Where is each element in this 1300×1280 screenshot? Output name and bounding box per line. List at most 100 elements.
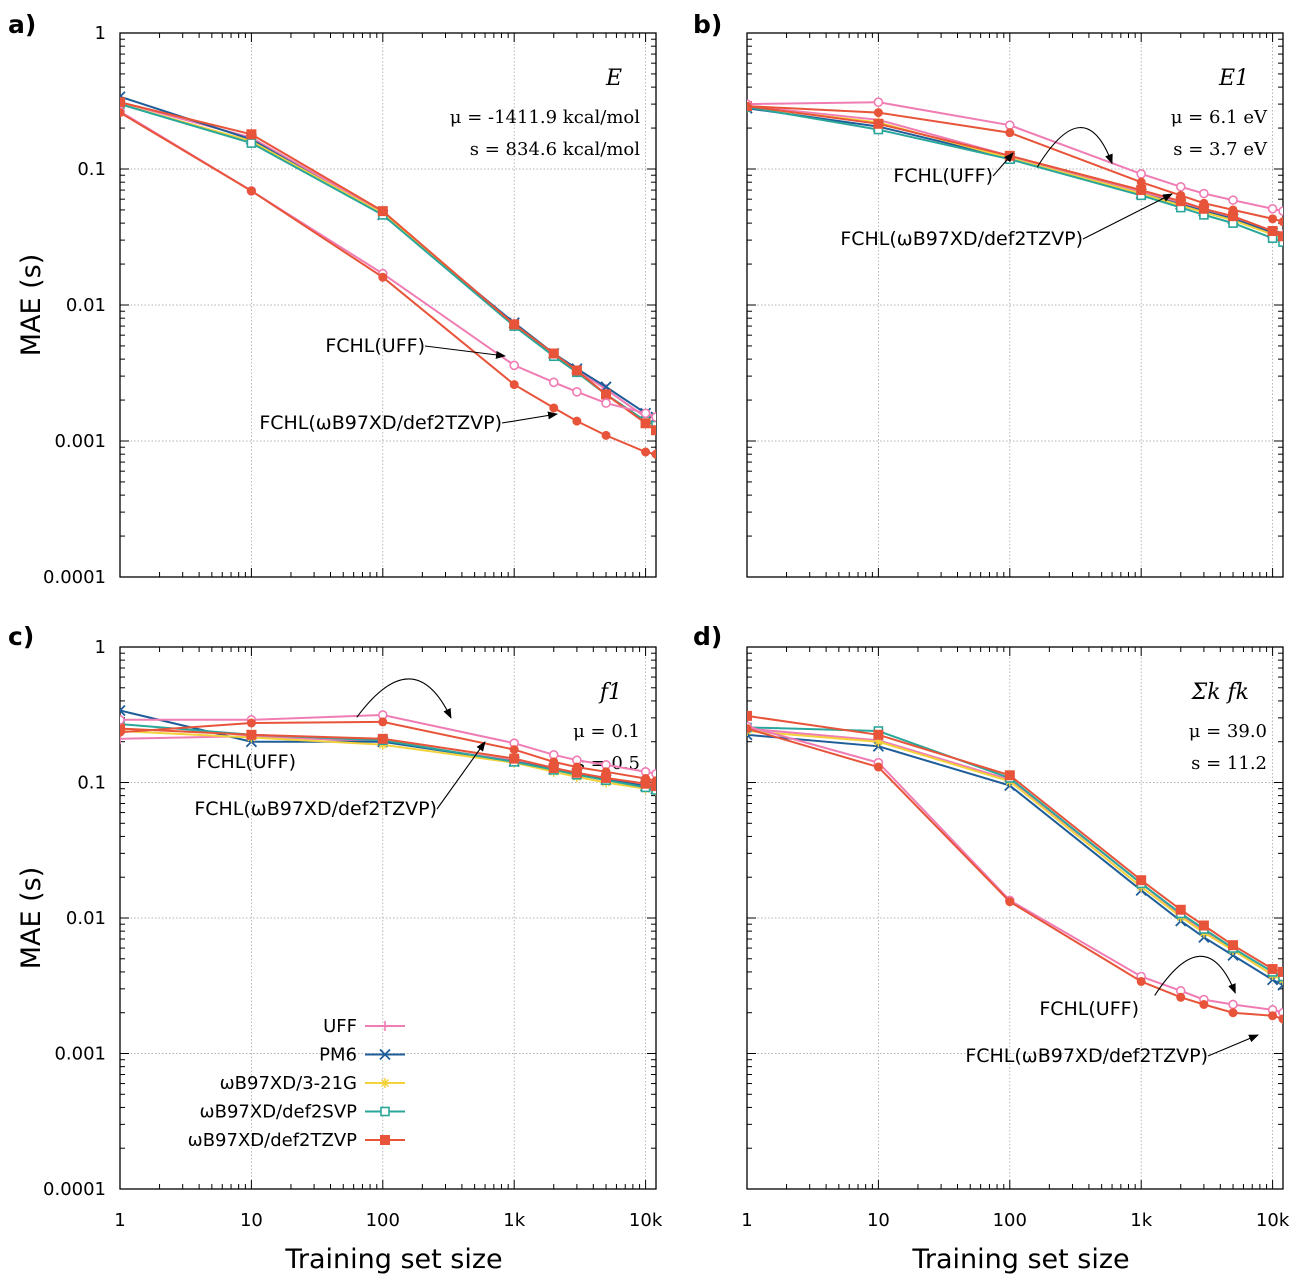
y-tick-label: 0.0001	[43, 567, 106, 588]
curved-arrow	[1036, 127, 1113, 168]
data-point	[651, 776, 656, 786]
data-point	[1228, 1008, 1238, 1018]
x-tick-label: 100	[993, 1210, 1027, 1231]
y-tick-label: 0.001	[54, 431, 106, 452]
mu-label: μ = 39.0	[1189, 721, 1267, 742]
data-point	[1175, 904, 1186, 915]
legend-marker	[380, 1021, 390, 1031]
quantity-label: E	[605, 66, 622, 91]
data-point	[1136, 185, 1147, 196]
data-point	[1176, 190, 1186, 200]
legend-label: UFF	[323, 1016, 357, 1037]
data-point	[1278, 217, 1283, 227]
y-tick-label: 0.0001	[43, 1179, 106, 1200]
panel-3: 0.0001 0.001 0.01 0.1 1 1 10 100 1k 10k Training s…	[8, 622, 663, 1275]
label-arrow	[992, 152, 1014, 177]
data-point	[640, 418, 651, 429]
curved-arrow	[1154, 955, 1236, 996]
data-point	[1136, 875, 1147, 886]
data-point	[651, 768, 656, 779]
data-point	[873, 729, 884, 740]
y-tick-label: 0.1	[77, 773, 106, 794]
data-point	[377, 206, 388, 217]
data-point	[1136, 976, 1146, 986]
data-point	[641, 447, 651, 457]
s-label: s = 3.7 eV	[1173, 139, 1268, 160]
mu-label: μ = 0.1	[573, 721, 640, 742]
data-point	[1199, 999, 1209, 1009]
data-point	[571, 365, 582, 376]
series-label: FCHL(ωB97XD/def2TZVP)	[840, 228, 1083, 250]
data-point	[1004, 770, 1015, 781]
legend: UFF PM6 ωB97XD/3-21G ωB97XD/def2SVP ωB97XD/d…	[188, 1016, 405, 1151]
label-arrow	[436, 741, 486, 810]
data-point	[509, 319, 520, 330]
data-point	[1136, 169, 1146, 179]
data-point	[1228, 999, 1238, 1010]
quantity-label: Σk fk	[1191, 680, 1249, 705]
series-label: FCHL(ωB97XD/def2TZVP)	[965, 1045, 1208, 1067]
data-point	[549, 757, 559, 767]
data-point	[601, 398, 611, 408]
x-tick-label: 10k	[1256, 1210, 1290, 1231]
series-label: FCHL(UFF)	[196, 751, 296, 773]
data-point	[377, 733, 388, 744]
series-label: FCHL(UFF)	[325, 335, 425, 357]
x-tick-label: 100	[366, 1210, 400, 1231]
data-point	[1136, 177, 1146, 187]
data-point	[1199, 198, 1209, 208]
label-arrow	[1082, 193, 1173, 240]
data-point	[246, 729, 257, 740]
series-group	[747, 97, 1283, 247]
data-point	[1005, 128, 1015, 138]
data-point	[1267, 203, 1278, 214]
data-point	[1198, 920, 1209, 931]
y-tick-label: 1	[95, 23, 106, 44]
data-point	[246, 186, 256, 196]
legend-marker	[380, 1135, 390, 1145]
y-axis-title: MAE (s)	[16, 867, 47, 970]
curved-arrow	[356, 678, 452, 719]
panel-label: a)	[8, 10, 36, 39]
data-point	[548, 377, 559, 388]
x-tick-label: 10k	[629, 1210, 663, 1231]
series-label: FCHL(ωB97XD/def2TZVP)	[194, 798, 437, 820]
data-point	[1228, 205, 1238, 215]
series-label: FCHL(ωB97XD/def2TZVP)	[259, 412, 502, 434]
data-point	[747, 710, 752, 721]
legend-label: PM6	[319, 1045, 357, 1066]
panel-label: d)	[693, 622, 722, 651]
data-point	[1277, 979, 1283, 991]
data-point	[1268, 1011, 1278, 1021]
legend-label: ωB97XD/def2TZVP	[188, 1130, 358, 1151]
data-point	[747, 101, 752, 111]
x-axis-title: Training set size	[911, 1244, 1129, 1275]
legend-label: ωB97XD/3-21G	[220, 1073, 357, 1094]
data-point	[601, 389, 612, 400]
data-point	[1176, 992, 1186, 1002]
data-point	[873, 97, 884, 107]
y-tick-label: 0.01	[66, 908, 106, 929]
data-point	[246, 718, 256, 728]
series-label: FCHL(UFF)	[893, 165, 993, 187]
series-line	[120, 111, 656, 456]
data-point	[509, 380, 519, 390]
data-point	[651, 425, 656, 436]
data-point	[1278, 1014, 1283, 1024]
legend-marker	[380, 1106, 390, 1117]
panel-1: 0.0001 0.001 0.01 0.1 1 MAE (s) a) Eμ = -1411.9…	[8, 10, 657, 588]
quantity-label: E1	[1218, 66, 1249, 91]
legend-marker	[380, 1078, 390, 1088]
data-point	[873, 762, 883, 772]
x-tick-label: 1	[741, 1210, 752, 1231]
data-point	[1278, 206, 1283, 216]
label-arrow	[424, 345, 506, 359]
mu-label: μ = 6.1 eV	[1171, 107, 1268, 128]
s-label: s = 834.6 kcal/mol	[470, 139, 640, 160]
data-point	[873, 736, 884, 747]
data-point	[120, 108, 125, 118]
data-point	[1228, 940, 1239, 951]
data-point	[509, 753, 520, 764]
data-point	[601, 767, 611, 777]
s-label: s = 11.2	[1191, 753, 1267, 774]
